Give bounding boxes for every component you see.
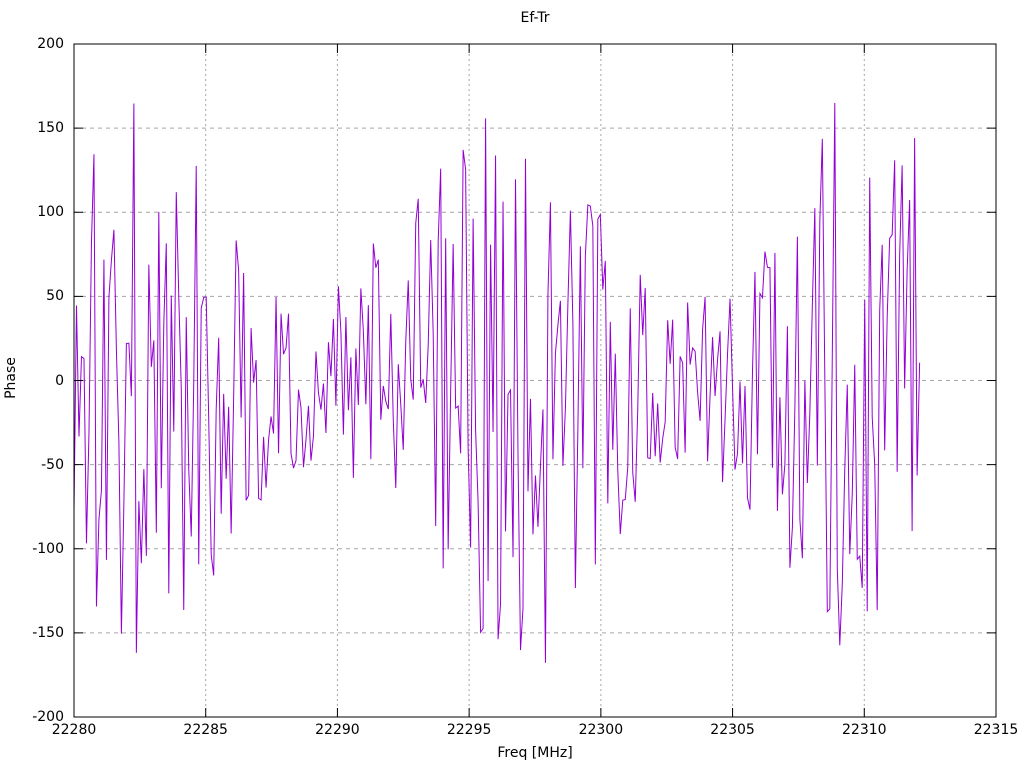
y-tick-label: 100 [37, 204, 64, 221]
x-tick-label: 22310 [842, 722, 887, 738]
y-tick-label: -100 [32, 540, 64, 557]
y-tick-label: 0 [55, 372, 64, 389]
x-axis-title: Freq [MHz] [497, 745, 573, 761]
x-tick-label: 22290 [315, 722, 360, 738]
phase-data-line [73, 102, 921, 663]
y-tick-label: -50 [41, 456, 64, 473]
x-tick-label: 22300 [578, 722, 624, 738]
y-tick-label: -200 [32, 709, 64, 725]
x-tick-label: 22285 [183, 722, 228, 738]
y-tick-label: -150 [32, 624, 64, 641]
y-tick-label: 200 [37, 36, 64, 52]
x-tick-label: 22315 [973, 722, 1019, 738]
y-tick-label: 150 [37, 120, 64, 137]
y-tick-label: 50 [46, 288, 64, 305]
chart-title: Ef-Tr [520, 10, 550, 26]
x-tick-label: 22305 [710, 722, 755, 738]
x-tick-label: 22295 [446, 722, 492, 738]
x-tick-label: 22280 [51, 722, 97, 738]
